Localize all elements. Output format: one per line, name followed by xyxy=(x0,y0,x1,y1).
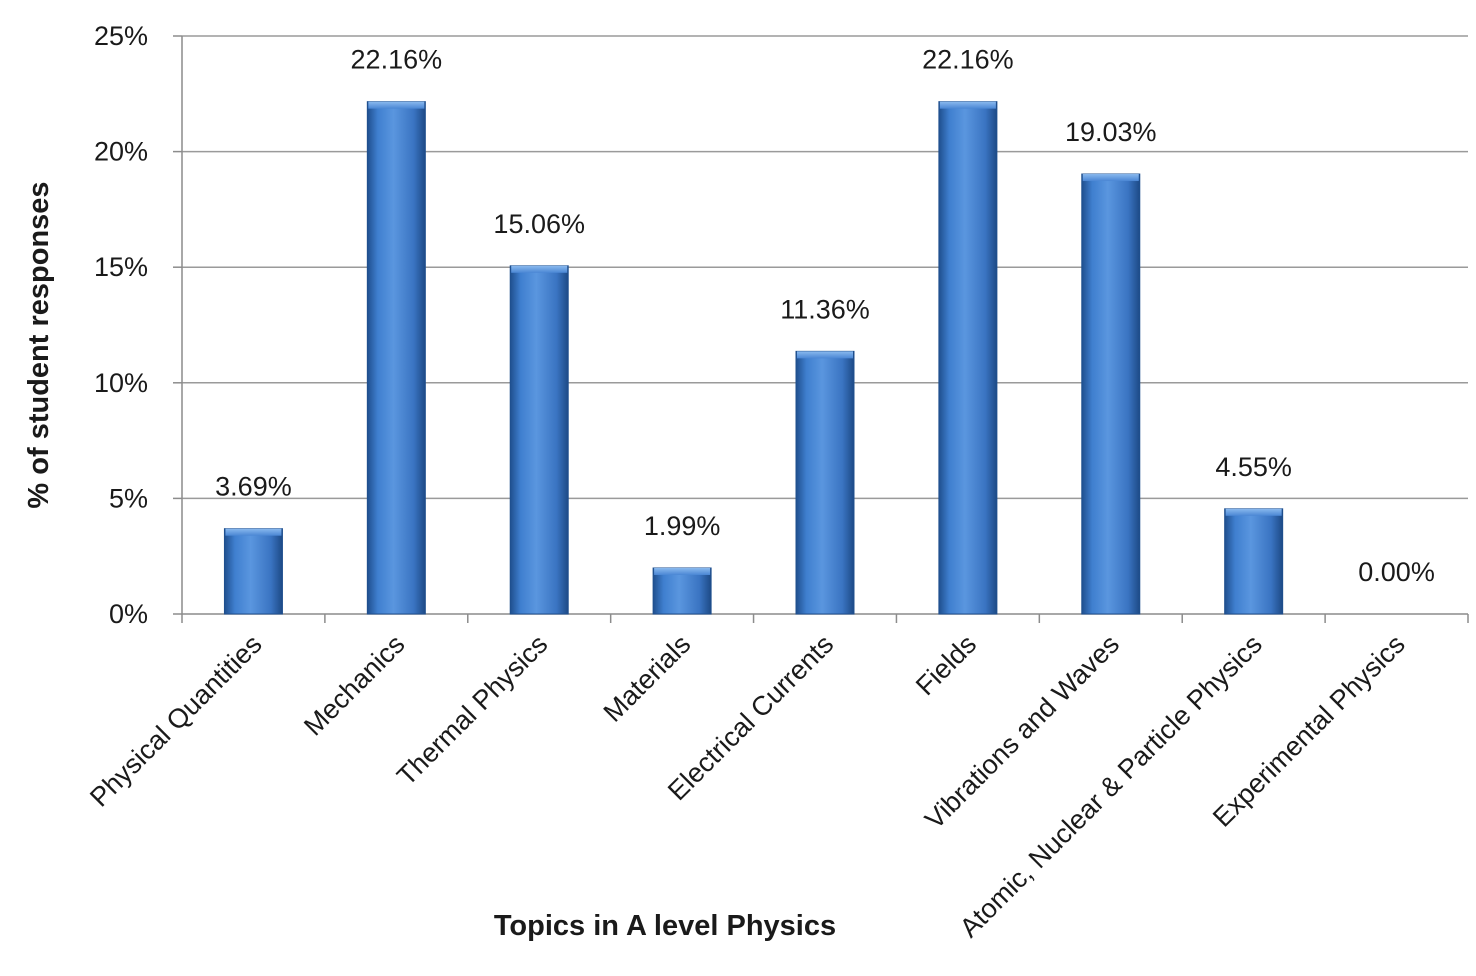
y-tick-label: 0% xyxy=(109,599,148,629)
bar-cap xyxy=(511,265,568,273)
x-tick-label: Mechanics xyxy=(298,629,410,741)
bar xyxy=(509,265,569,615)
bar xyxy=(223,528,283,615)
data-label: 3.69% xyxy=(215,472,292,502)
data-label: 22.16% xyxy=(351,45,443,75)
bar xyxy=(795,350,855,615)
y-tick-label: 5% xyxy=(109,483,148,513)
x-tick-label: Materials xyxy=(598,629,697,728)
bar-cap xyxy=(225,528,282,536)
bar xyxy=(1081,173,1141,615)
y-tick-label: 20% xyxy=(94,137,148,167)
bar-cap xyxy=(1225,508,1282,516)
bar xyxy=(652,567,712,615)
bar-cap xyxy=(368,101,425,109)
x-tick-label: Atomic, Nuclear & Particle Physics xyxy=(954,629,1268,943)
data-label: 15.06% xyxy=(493,209,585,239)
bar-cap xyxy=(939,101,996,109)
bar xyxy=(1224,508,1284,615)
x-axis-title: Topics in A level Physics xyxy=(494,910,836,942)
y-tick-label: 15% xyxy=(94,252,148,282)
data-label: 0.00% xyxy=(1358,557,1435,587)
bar-cap xyxy=(1082,174,1139,182)
bars xyxy=(223,101,1284,615)
y-tick-label: 10% xyxy=(94,368,148,398)
data-label: 4.55% xyxy=(1215,452,1292,482)
bar-cap xyxy=(654,567,711,575)
data-label: 19.03% xyxy=(1065,117,1157,147)
data-label: 22.16% xyxy=(922,45,1014,75)
data-label: 11.36% xyxy=(780,294,870,324)
data-label: 1.99% xyxy=(644,511,721,541)
bar xyxy=(366,101,426,615)
x-tick-label: Fields xyxy=(910,629,982,701)
bar xyxy=(938,101,998,615)
y-axis-title: % of student responses xyxy=(23,181,55,508)
labels: 0% 5% 10% 15% 20% 25% 3.69% Physical Quantities… xyxy=(84,21,1435,943)
y-tick-label: 25% xyxy=(94,21,148,51)
x-tick-label: Physical Quantities xyxy=(84,629,268,813)
bar-cap xyxy=(797,351,853,359)
x-tick-label: Thermal Physics xyxy=(391,629,553,791)
